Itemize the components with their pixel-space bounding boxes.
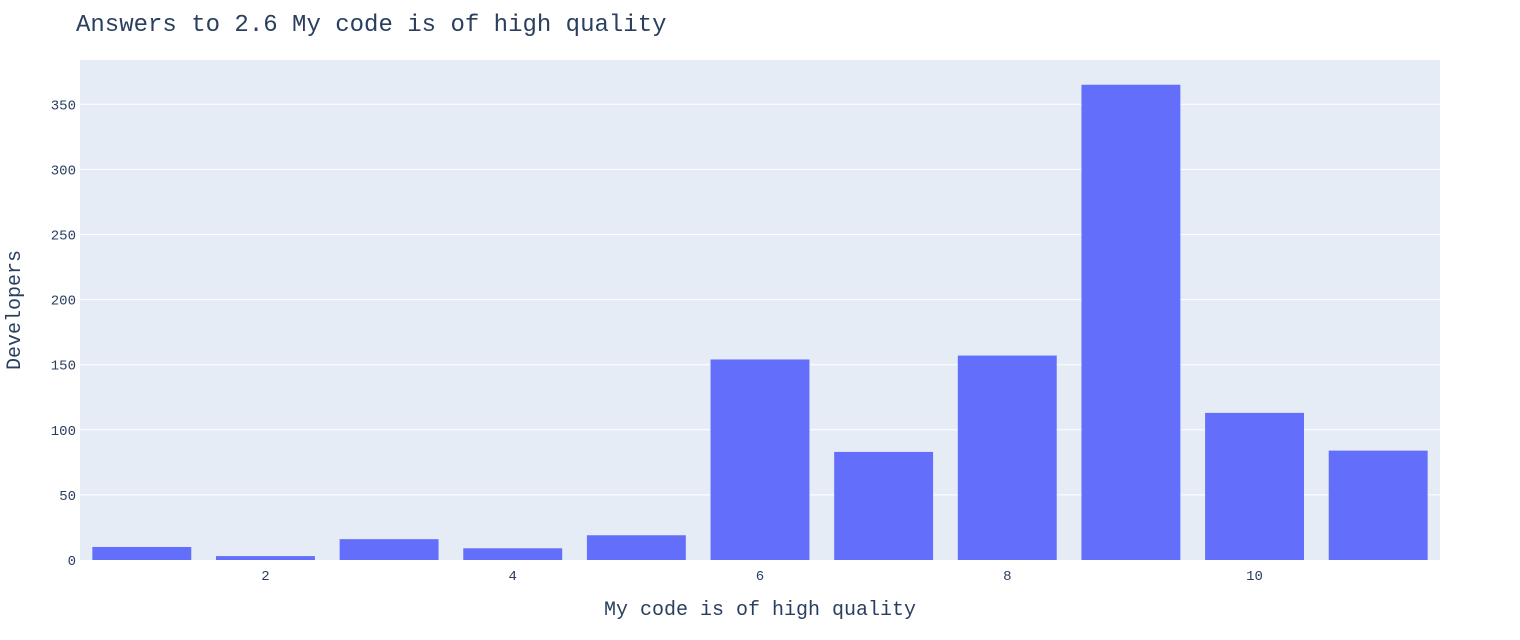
bar-8[interactable] bbox=[957, 355, 1057, 560]
x-axis-title: My code is of high quality bbox=[604, 599, 916, 622]
bar-10[interactable] bbox=[1205, 412, 1304, 560]
y-tick-label-250: 250 bbox=[51, 228, 76, 244]
x-tick-label-6: 6 bbox=[756, 569, 764, 585]
y-axis-title: Developers bbox=[4, 250, 27, 370]
bar-11[interactable] bbox=[1328, 450, 1428, 560]
bar-3[interactable] bbox=[339, 539, 439, 560]
x-tick-label-2: 2 bbox=[261, 569, 269, 585]
bar-4[interactable] bbox=[463, 548, 563, 560]
bars bbox=[92, 84, 1428, 560]
bar-1[interactable] bbox=[92, 546, 192, 560]
x-tick-label-10: 10 bbox=[1246, 569, 1263, 585]
bar-9[interactable] bbox=[1081, 84, 1181, 560]
y-tick-label-0: 0 bbox=[68, 554, 76, 570]
y-axis-ticks: 0 50 100 150 200 250 300 350 bbox=[51, 98, 76, 570]
y-tick-label-350: 350 bbox=[51, 98, 76, 114]
bar-6[interactable] bbox=[710, 359, 810, 560]
bar-7[interactable] bbox=[834, 451, 934, 560]
x-tick-label-8: 8 bbox=[1003, 569, 1011, 585]
x-tick-label-4: 4 bbox=[509, 569, 517, 585]
chart-title: Answers to 2.6 My code is of high qualit… bbox=[76, 12, 667, 39]
y-tick-label-200: 200 bbox=[51, 294, 76, 310]
y-tick-label-50: 50 bbox=[59, 489, 76, 505]
x-axis-ticks: 2 4 6 8 10 bbox=[261, 569, 1263, 585]
y-tick-label-100: 100 bbox=[51, 424, 76, 440]
y-tick-label-300: 300 bbox=[51, 163, 76, 179]
bar-5[interactable] bbox=[586, 535, 686, 560]
y-tick-label-150: 150 bbox=[51, 359, 76, 375]
bar-2[interactable] bbox=[216, 556, 315, 560]
